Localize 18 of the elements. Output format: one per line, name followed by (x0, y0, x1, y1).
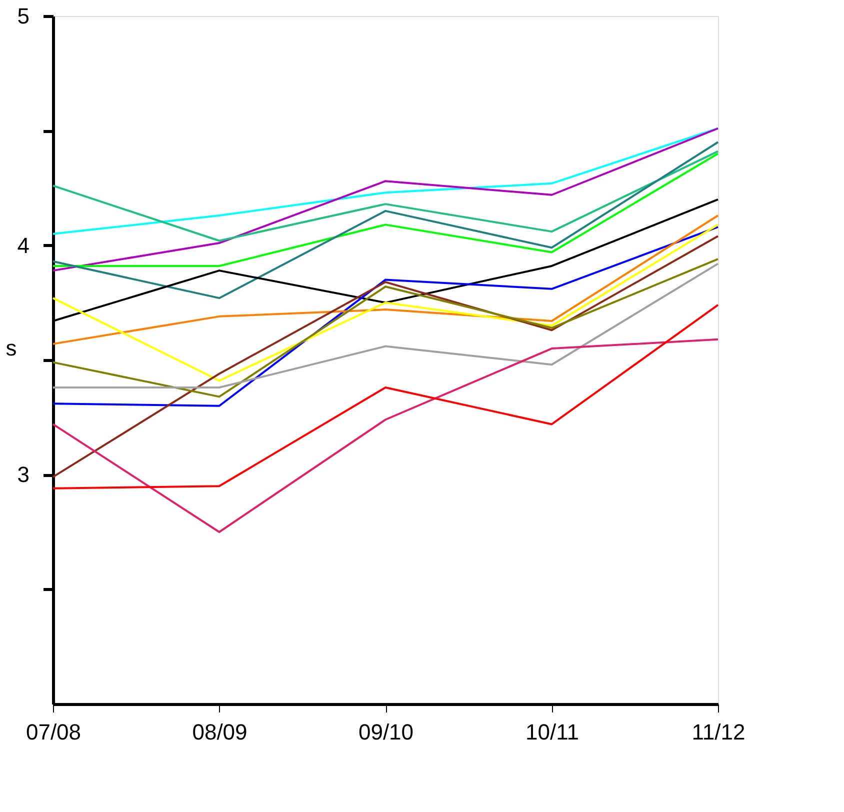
x-tick-label: 07/08 (26, 720, 82, 744)
line-series (52, 304, 719, 490)
y-tick-label: 3 (17, 462, 30, 488)
line-series (52, 214, 719, 345)
line-series (52, 235, 719, 478)
line-series (52, 127, 719, 272)
x-tick-label: 11/12 (692, 720, 746, 744)
x-tick-label: 08/09 (192, 720, 248, 744)
line-series (52, 152, 719, 267)
y-axis-title: s (6, 336, 17, 360)
line-series (52, 127, 719, 235)
line-series (52, 338, 719, 533)
x-tick-label: 09/10 (358, 720, 414, 744)
line-series (52, 150, 719, 242)
x-tick-label: 10/11 (526, 720, 579, 744)
y-tick-label: 5 (17, 4, 30, 28)
line-series (52, 141, 719, 300)
y-tick-label: 4 (17, 232, 30, 258)
